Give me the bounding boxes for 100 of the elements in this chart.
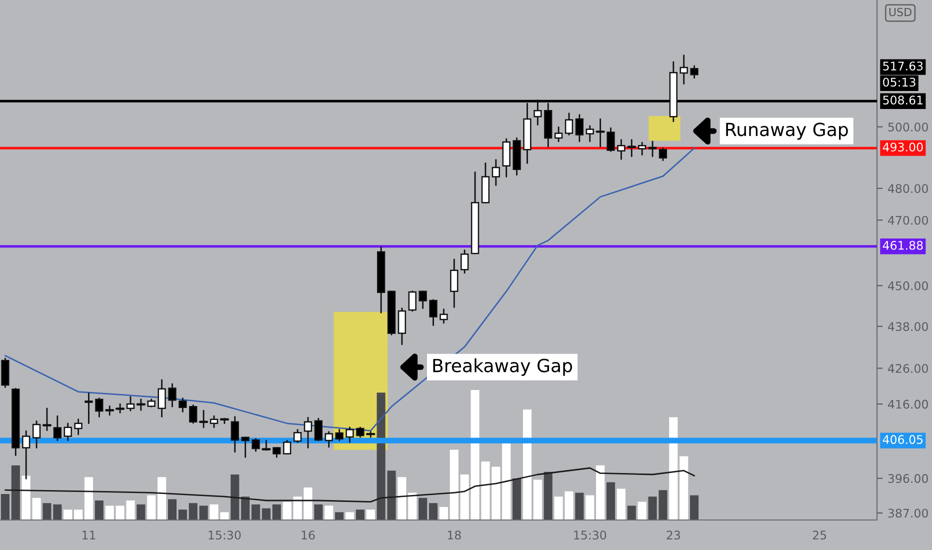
bar: [272, 504, 281, 520]
bar: [262, 508, 271, 520]
ref-line-label: 406.05: [882, 435, 923, 444]
candlestick: [335, 428, 344, 442]
bar: [439, 507, 448, 520]
bar: [680, 456, 688, 520]
bar: [178, 510, 187, 520]
y-tick-label: 470.00: [888, 216, 928, 225]
bar: [418, 498, 428, 520]
bar: [533, 480, 542, 520]
ref-line-label: 493.00: [882, 142, 923, 152]
x-tick-label: 16: [302, 530, 315, 540]
candlestick: [398, 308, 406, 346]
bar: [188, 503, 198, 520]
y-tick-label: 450.00: [888, 281, 928, 290]
y-tick-label: 480.00: [888, 184, 928, 194]
candlestick: [53, 415, 62, 442]
x-tick-label: 11: [82, 530, 96, 540]
annotation: Runaway Gap: [726, 122, 848, 140]
candlestick: [158, 379, 166, 418]
candlestick: [502, 138, 510, 178]
candlestick: [658, 147, 668, 162]
bar: [32, 498, 41, 520]
candlestick: [74, 418, 82, 436]
bar: [136, 504, 146, 520]
bar: [429, 503, 438, 520]
candlestick: [575, 114, 584, 142]
bar: [74, 510, 83, 520]
candlestick: [126, 396, 135, 412]
bar: [544, 472, 552, 520]
bar: [575, 492, 584, 520]
candlestick: [554, 126, 563, 142]
bar: [0, 494, 10, 520]
bar: [199, 506, 208, 520]
bar: [502, 443, 511, 520]
bar: [22, 476, 30, 520]
candlestick: [64, 422, 72, 442]
candlestick: [429, 299, 438, 326]
candlestick: [564, 112, 574, 136]
bar: [345, 512, 354, 520]
bar: [638, 502, 646, 520]
bar: [168, 499, 177, 520]
line-series: [4, 147, 695, 432]
y-tick-label: 438.00: [888, 322, 928, 332]
candlestick: [178, 398, 187, 412]
candlestick: [241, 436, 250, 458]
candlestick: [136, 398, 146, 411]
candlestick: [42, 408, 52, 432]
candlestick: [586, 125, 594, 142]
bar: [596, 465, 605, 520]
x-tick-label: 15:30: [574, 530, 606, 540]
bar: [94, 500, 104, 520]
ref-line-label: 508.61: [883, 96, 922, 105]
bar: [522, 410, 532, 520]
bar: [252, 504, 260, 520]
bar: [512, 478, 522, 520]
candlestick: [304, 416, 312, 448]
bar: [366, 510, 375, 520]
candlestick: [199, 410, 208, 428]
x-tick-label: 25: [812, 530, 826, 540]
candlestick: [450, 258, 458, 308]
bar: [356, 510, 364, 520]
bar: [669, 417, 678, 520]
candlestick: [346, 426, 354, 443]
candlestick: [680, 54, 688, 84]
candlestick: [116, 403, 125, 414]
bar: [11, 465, 20, 520]
candlestick: [534, 100, 542, 126]
annotation: Breakaway Gap: [433, 358, 572, 376]
bar: [690, 495, 699, 520]
candlestick: [32, 420, 41, 448]
bar: [314, 504, 323, 520]
bar: [586, 495, 594, 520]
y-tick-label: 416.00: [888, 400, 928, 409]
ref-line-label: 461.88: [882, 240, 923, 250]
bar: [616, 488, 626, 520]
candlestick: [440, 308, 448, 324]
y-tick-label: 500.00: [888, 122, 928, 132]
candlestick: [492, 159, 500, 186]
bar: [64, 510, 72, 520]
candlestick: [230, 416, 239, 453]
text: 05:13: [883, 78, 916, 87]
candlestick: [252, 438, 260, 452]
candlestick: [293, 428, 302, 443]
candlestick: [460, 250, 469, 274]
candlestick: [210, 415, 218, 428]
candlestick: [84, 392, 93, 424]
y-tick-label: 396.00: [888, 474, 928, 483]
bar: [398, 477, 406, 520]
bar: [105, 506, 114, 520]
bar: [460, 474, 469, 520]
text: 517.63: [883, 62, 923, 71]
candlestick: [690, 65, 698, 79]
candlestick: [168, 383, 176, 408]
bar: [84, 477, 94, 520]
text: USD: [889, 8, 912, 16]
candlestick: [638, 142, 646, 156]
bar: [282, 502, 292, 520]
bar: [450, 450, 458, 520]
bar: [147, 495, 156, 520]
